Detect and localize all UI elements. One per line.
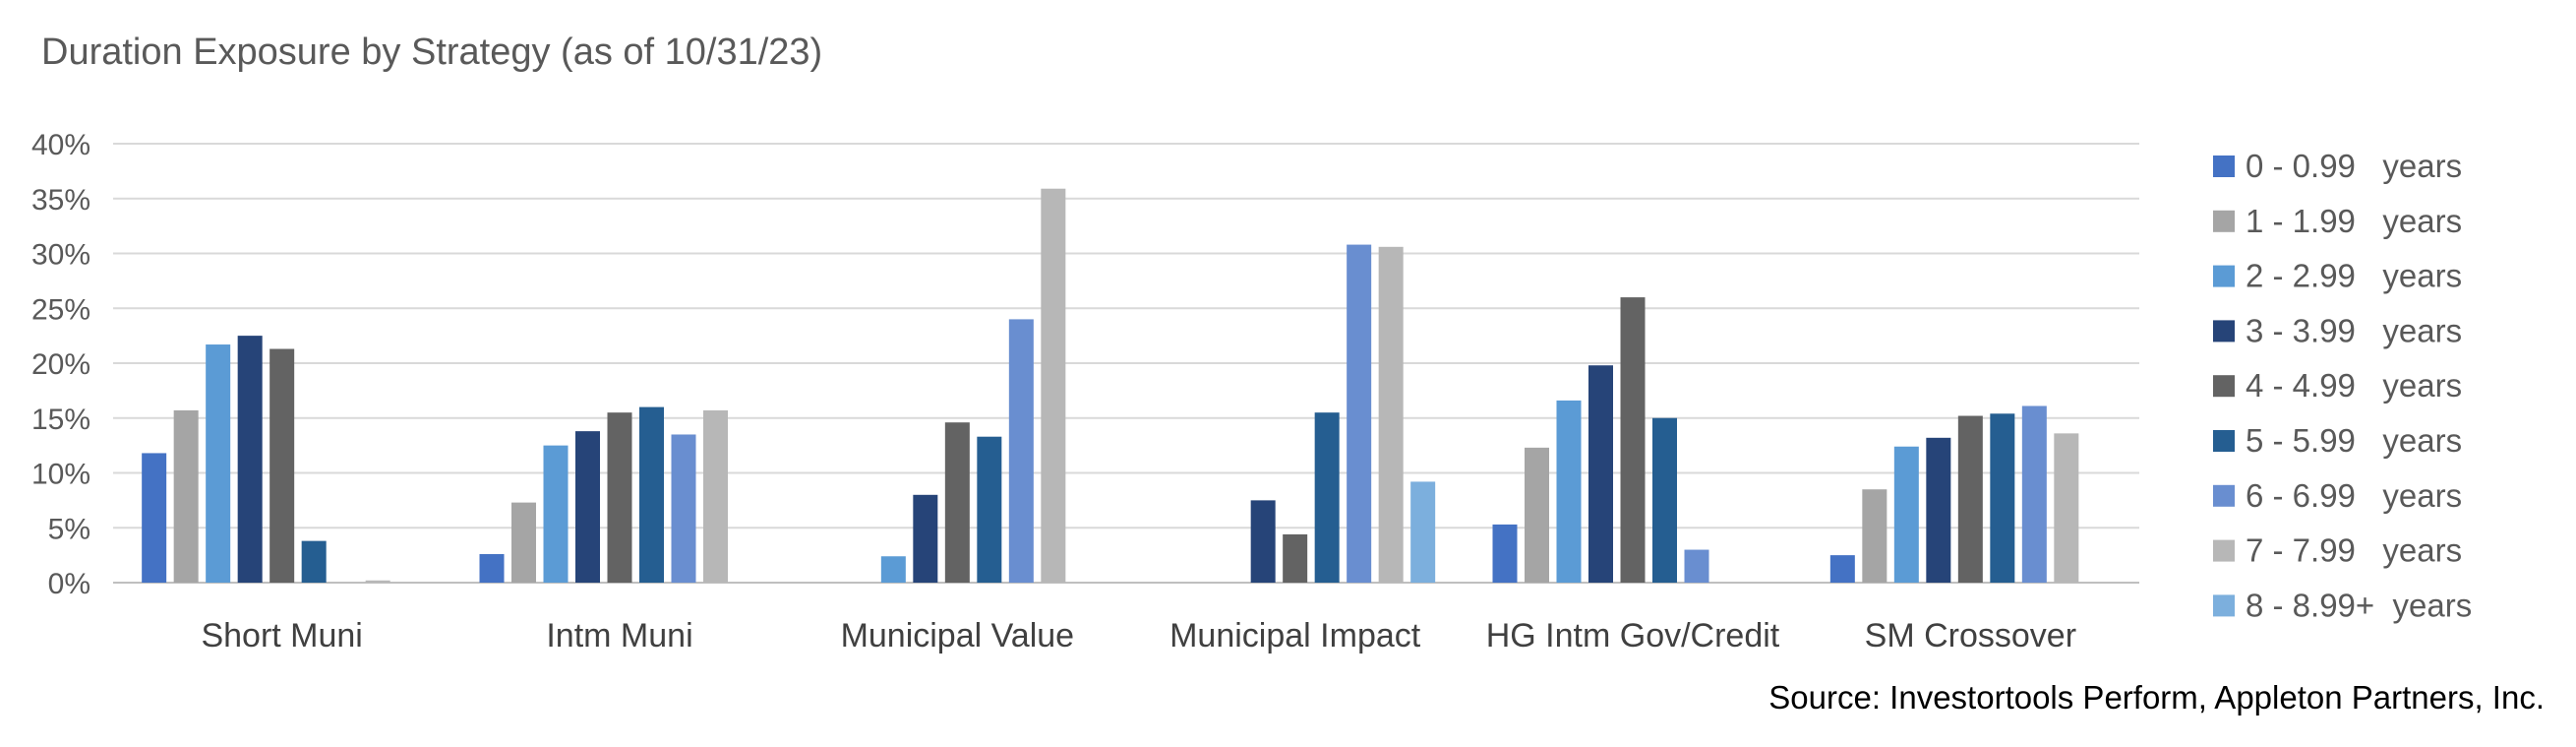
bar [639,406,664,583]
legend-label: 4 - 4.99 years [2246,367,2462,404]
y-tick-label: 0% [48,568,90,600]
bar [1314,412,1340,583]
category-label: HG Intm Gov/Credit [1486,617,1780,654]
bar [1556,400,1582,583]
category-label: Municipal Impact [1169,617,1421,654]
bar [1588,365,1613,583]
bar [1410,481,1436,583]
legend-swatch [2213,265,2235,287]
bar [142,453,167,583]
bar [1378,246,1404,583]
bar [913,494,938,583]
bar [607,412,632,583]
category-label: Municipal Value [841,617,1075,654]
bar [206,344,231,583]
bar [1893,446,1919,583]
bar [880,556,906,583]
legend-swatch [2213,375,2235,398]
legend-swatch [2213,210,2235,232]
category-label: SM Crossover [1865,617,2076,654]
category-labels: Short Muni Intm Muni Municipal Value Munici… [201,617,2076,654]
bar [1620,297,1646,583]
legend-label: 3 - 3.99 years [2246,312,2462,348]
chart-title: Duration Exposure by Strategy (as of 10/… [41,31,823,73]
bar [543,445,569,583]
y-tick-label: 35% [31,184,90,217]
bar [1684,549,1709,583]
bar [1926,437,1951,583]
legend-label: 5 - 5.99 years [2246,422,2462,459]
bar [1525,447,1549,583]
legend-swatch [2213,594,2235,617]
legend-swatch [2213,484,2235,507]
bar [2054,433,2079,583]
legend-swatch [2213,539,2235,562]
legend-label: 8 - 8.99+ years [2246,587,2472,623]
gridlines [113,143,2139,584]
bar [1957,415,1983,583]
bar [511,502,536,583]
bar [575,431,600,583]
legend: 0 - 0.99 years 1 - 1.99 years 2 - 2.99 yea… [2213,148,2472,623]
y-tick-label: 10% [31,459,90,491]
legend-label: 6 - 6.99 years [2246,477,2462,514]
bar [301,540,327,583]
bar [1829,555,1855,583]
bar [1862,489,1887,583]
y-axis-ticks: 0% 5% 10% 15% 20% 25% 30% 35% 40% [31,129,90,600]
y-tick-label: 40% [31,129,90,161]
bar [173,409,199,583]
y-tick-label: 20% [31,348,90,381]
legend-swatch [2213,320,2235,342]
bar [479,554,505,583]
y-tick-label: 15% [31,404,90,436]
bar [237,336,263,583]
bar [2021,405,2047,583]
y-tick-label: 5% [48,513,90,545]
bar [365,580,390,583]
legend-label: 1 - 1.99 years [2246,203,2462,239]
bar [1347,244,1372,583]
bar [270,348,295,583]
y-tick-label: 30% [31,239,90,272]
legend-swatch [2213,156,2235,177]
bar [977,436,1002,583]
bar [703,409,728,583]
bar [1652,417,1677,583]
bar [1041,188,1066,583]
bar [671,434,696,583]
source-note: Source: Investortools Perform, Appleton … [1768,679,2545,716]
legend-label: 0 - 0.99 years [2246,148,2462,184]
bars [142,188,2079,583]
bar [1250,500,1276,583]
legend-label: 2 - 2.99 years [2246,258,2462,294]
category-label: Short Muni [201,617,362,654]
bar [1990,413,2015,583]
category-label: Intm Muni [546,617,692,654]
bar [1492,524,1518,583]
legend-label: 7 - 7.99 years [2246,532,2462,569]
y-tick-label: 25% [31,293,90,326]
bar [1008,319,1034,583]
bar [944,422,970,583]
legend-swatch [2213,430,2235,452]
bar [1283,533,1308,583]
